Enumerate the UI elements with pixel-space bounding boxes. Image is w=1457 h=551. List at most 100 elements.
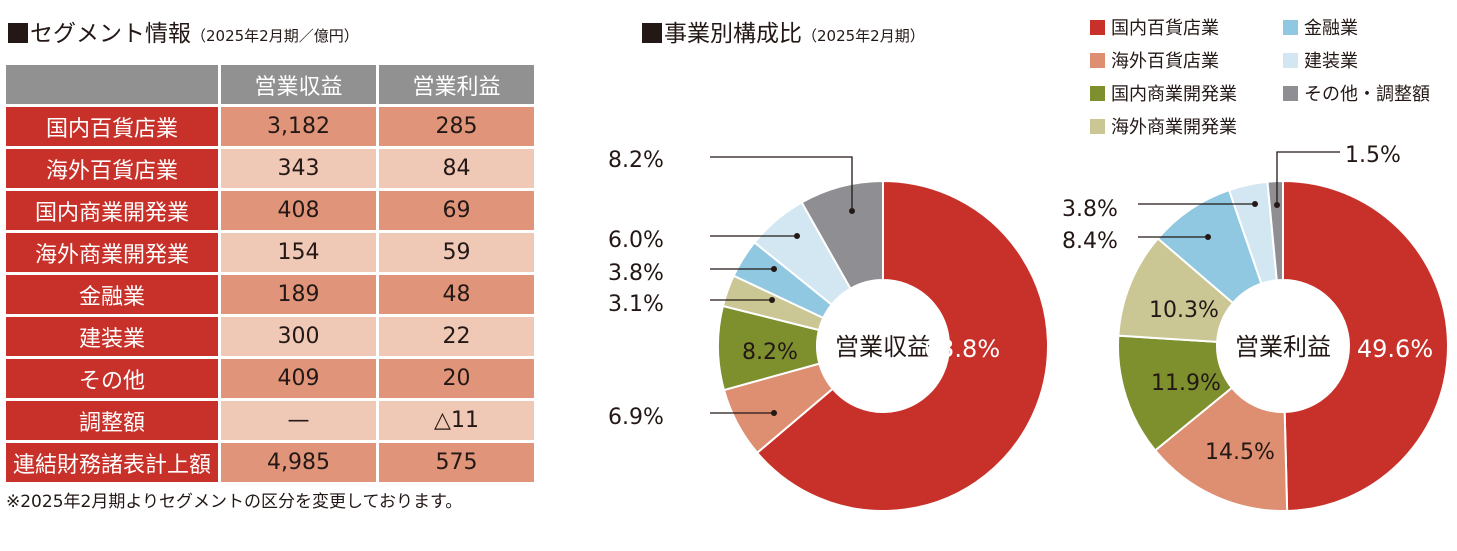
legend-item-finance: 金融業 — [1283, 14, 1358, 40]
data-label: 8.2% — [608, 148, 664, 173]
data-label: 8.2% — [742, 340, 798, 365]
composition-heading: 事業別構成比 — [664, 21, 802, 47]
leader-dot — [1205, 234, 1211, 240]
table-row: 海外商業開発業 154 59 — [6, 233, 534, 272]
segment-note: ※2025年2月期よりセグメントの区分を変更しております。 — [6, 492, 463, 512]
legend-swatch — [1283, 53, 1298, 68]
row-label: 金融業 — [6, 275, 218, 314]
donut-center-label: 営業収益 — [835, 333, 931, 361]
table-row: 連結財務諸表計上額 4,985 575 — [6, 443, 534, 482]
row-revenue: 408 — [218, 191, 376, 230]
data-label: 11.9% — [1151, 371, 1221, 396]
leader-dot — [771, 410, 777, 416]
row-revenue: 154 — [218, 233, 376, 272]
legend-label: 海外商業開発業 — [1111, 117, 1237, 138]
row-profit: 84 — [376, 149, 534, 188]
leader-dot — [1274, 202, 1280, 208]
row-profit: △11 — [376, 401, 534, 440]
row-label: 調整額 — [6, 401, 218, 440]
row-revenue: 409 — [218, 359, 376, 398]
row-label: 海外商業開発業 — [6, 233, 218, 272]
legend-label: 海外百貨店業 — [1111, 51, 1219, 72]
data-label: 10.3% — [1149, 298, 1219, 323]
row-profit: 48 — [376, 275, 534, 314]
leader-dot — [771, 266, 777, 272]
table-row: 調整額 — △11 — [6, 401, 534, 440]
legend-item-domestic-dev: 国内商業開発業 — [1090, 80, 1237, 106]
legend-item-overseas-dev: 海外商業開発業 — [1090, 113, 1237, 139]
row-label: 建装業 — [6, 317, 218, 356]
legend-swatch — [1283, 86, 1298, 101]
legend-item-construction: 建装業 — [1283, 47, 1358, 73]
row-label: 海外百貨店業 — [6, 149, 218, 188]
title-square-icon — [8, 23, 28, 43]
title-square-icon — [642, 23, 662, 43]
legend-label: 国内商業開発業 — [1111, 84, 1237, 105]
legend-swatch — [1283, 20, 1298, 35]
data-label: 1.5% — [1345, 143, 1401, 168]
row-revenue: 4,985 — [218, 443, 376, 482]
legend-swatch — [1090, 86, 1105, 101]
segment-info-unit: （2025年2月期／億円） — [191, 27, 359, 45]
row-label: 国内百貨店業 — [6, 107, 218, 146]
legend-item-overseas-dept: 海外百貨店業 — [1090, 47, 1219, 73]
segment-info-heading: セグメント情報 — [30, 21, 191, 47]
table-row: 海外百貨店業 343 84 — [6, 149, 534, 188]
row-label: その他 — [6, 359, 218, 398]
row-profit: 59 — [376, 233, 534, 272]
table-row: 建装業 300 22 — [6, 317, 534, 356]
donut-slice — [1153, 386, 1289, 512]
donut-slice — [755, 179, 1049, 512]
data-label: 3.1% — [608, 292, 664, 317]
leader-line — [1276, 151, 1340, 205]
leader-line — [710, 156, 853, 211]
donut-slice — [1282, 179, 1449, 512]
row-profit: 285 — [376, 107, 534, 146]
table-header-row: 営業収益 営業利益 — [6, 65, 534, 104]
leader-dot — [769, 297, 775, 303]
table-header-revenue: 営業収益 — [218, 65, 376, 104]
data-label: 6.0% — [608, 228, 664, 253]
data-label: 3.8% — [608, 261, 664, 286]
data-label: 8.4% — [1062, 229, 1118, 254]
data-label: 6.9% — [608, 405, 664, 430]
segment-table: 営業収益 営業利益 国内百貨店業 3,182 285 海外百貨店業 343 84 国内商業開… — [6, 62, 534, 485]
legend-label: 金融業 — [1304, 18, 1358, 39]
table-header-profit: 営業利益 — [376, 65, 534, 104]
row-revenue: — — [218, 401, 376, 440]
donut-center-label: 営業利益 — [1235, 333, 1331, 361]
leader-dot — [849, 208, 855, 214]
row-revenue: 300 — [218, 317, 376, 356]
row-label: 国内商業開発業 — [6, 191, 218, 230]
donut-slice — [800, 179, 884, 290]
segment-info-title: セグメント情報（2025年2月期／億円） — [8, 14, 359, 48]
row-revenue: 189 — [218, 275, 376, 314]
table-row: その他 409 20 — [6, 359, 534, 398]
composition-period: （2025年2月期） — [802, 27, 925, 45]
row-profit: 69 — [376, 191, 534, 230]
legend-swatch — [1090, 20, 1105, 35]
table-row: 金融業 189 48 — [6, 275, 534, 314]
legend-swatch — [1090, 53, 1105, 68]
composition-title: 事業別構成比（2025年2月期） — [642, 14, 925, 48]
row-profit: 575 — [376, 443, 534, 482]
legend-label: 建装業 — [1304, 51, 1358, 72]
row-profit: 22 — [376, 317, 534, 356]
data-label: 63.8% — [924, 335, 1000, 363]
row-label: 連結財務諸表計上額 — [6, 443, 218, 482]
data-label: 3.8% — [1062, 197, 1118, 222]
table-row: 国内商業開発業 408 69 — [6, 191, 534, 230]
legend-item-other: その他・調整額 — [1283, 80, 1430, 106]
row-revenue: 343 — [218, 149, 376, 188]
data-label: 14.5% — [1205, 440, 1275, 465]
legend-label: 国内百貨店業 — [1111, 18, 1219, 39]
legend-swatch — [1090, 119, 1105, 134]
table-header-blank — [6, 65, 218, 104]
legend-label: その他・調整額 — [1304, 84, 1430, 105]
row-profit: 20 — [376, 359, 534, 398]
table-body: 国内百貨店業 3,182 285 海外百貨店業 343 84 国内商業開発業 408 69 海外商… — [6, 107, 534, 482]
leader-dot — [1252, 201, 1258, 207]
data-label: 49.6% — [1357, 335, 1433, 363]
leader-dot — [794, 233, 800, 239]
